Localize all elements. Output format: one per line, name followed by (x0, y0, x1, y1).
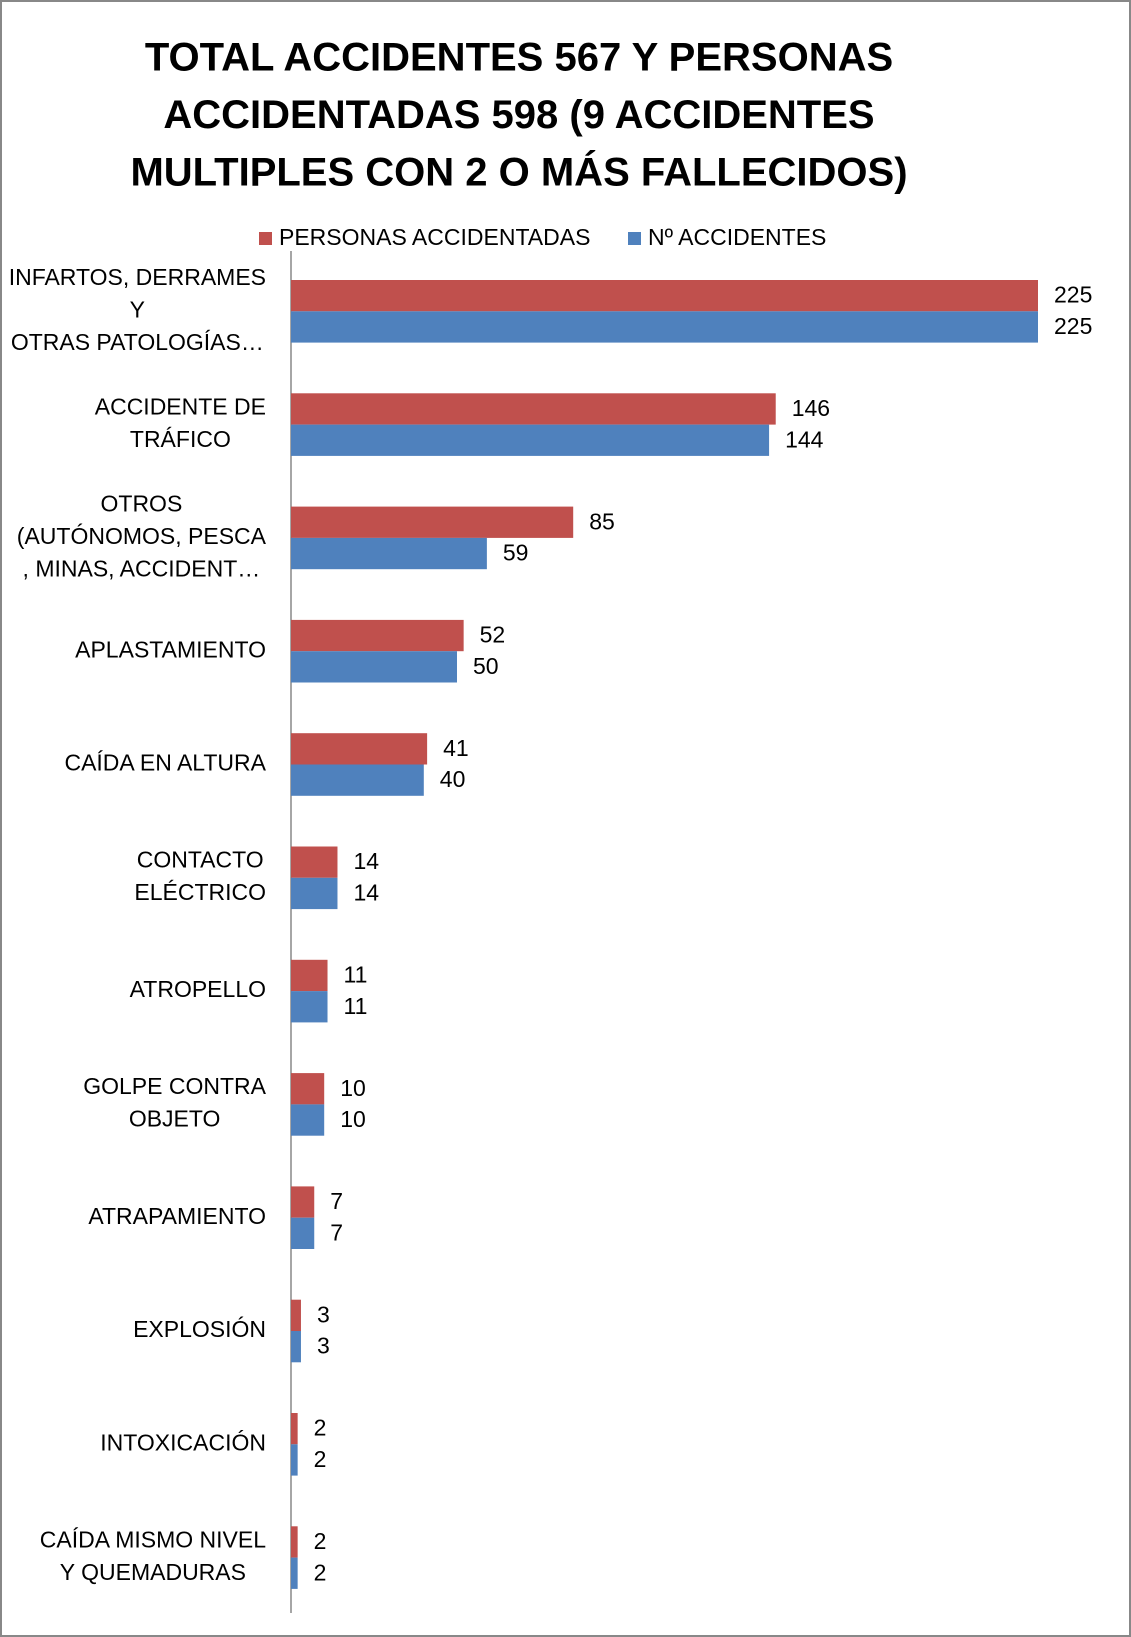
category-label: GOLPE CONTRA (83, 1073, 266, 1099)
bar (291, 1526, 298, 1558)
value-label: 3 (317, 1301, 330, 1327)
category-label: Y QUEMADURAS (60, 1559, 246, 1585)
legend-swatch (259, 232, 272, 245)
bar (291, 506, 574, 538)
category-label: ELÉCTRICO (134, 879, 266, 905)
legend-swatch (628, 232, 641, 245)
bar (291, 1413, 298, 1445)
bar (291, 619, 464, 652)
category-label: , MINAS, ACCIDENT… (23, 555, 261, 581)
bar (291, 764, 424, 796)
category-label: INTOXICACIÓN (100, 1429, 266, 1455)
value-label: 11 (344, 962, 368, 988)
bar (291, 959, 328, 992)
bar (291, 393, 776, 425)
legend-label: PERSONAS ACCIDENTADAS (279, 224, 590, 250)
category-label: APLASTAMIENTO (75, 636, 266, 662)
category-label: ATROPELLO (130, 976, 266, 1002)
bar (291, 651, 457, 683)
category-label: CAÍDA MISMO NIVEL (40, 1526, 266, 1552)
bar (291, 424, 770, 456)
bar (291, 1557, 298, 1589)
value-label: 7 (330, 1219, 343, 1245)
value-label: 85 (589, 508, 615, 534)
bar (291, 1186, 315, 1218)
bar (291, 1444, 298, 1476)
value-label: 41 (443, 735, 469, 761)
value-label: 225 (1054, 282, 1092, 308)
bar (291, 1073, 325, 1105)
value-label: 144 (785, 426, 824, 452)
chart-title: ACCIDENTADAS 598 (9 ACCIDENTES (163, 93, 874, 137)
category-label: ACCIDENTE DE (95, 393, 266, 419)
category-label: TRÁFICO (130, 426, 231, 452)
value-label: 2 (314, 1446, 327, 1472)
bar (291, 1217, 315, 1249)
chart-title: TOTAL ACCIDENTES 567 Y PERSONAS (145, 36, 893, 80)
value-label: 10 (340, 1106, 366, 1132)
category-label: OTRAS PATOLOGÍAS… (11, 329, 264, 355)
value-label: 7 (330, 1188, 343, 1214)
category-label: EXPLOSIÓN (133, 1316, 266, 1342)
bar (291, 733, 428, 765)
category-label: OBJETO (129, 1106, 221, 1132)
bar (291, 1104, 325, 1136)
bar (291, 280, 1038, 312)
value-label: 59 (503, 540, 529, 566)
category-label: Y (130, 296, 145, 322)
bar (291, 846, 338, 878)
bar (291, 1331, 301, 1363)
bar (291, 877, 338, 910)
chart-title: MULTIPLES CON 2 O MÁS FALLECIDOS) (130, 150, 907, 195)
value-label: 50 (473, 653, 499, 679)
value-label: 2 (314, 1528, 327, 1554)
category-label: CAÍDA EN ALTURA (64, 750, 266, 776)
bar (291, 537, 487, 570)
category-label: CONTACTO (137, 847, 264, 873)
value-label: 14 (353, 848, 379, 874)
category-label: (AUTÓNOMOS, PESCA (17, 523, 267, 549)
bar (291, 991, 328, 1023)
value-label: 2 (314, 1415, 327, 1441)
category-label: ATRAPAMIENTO (88, 1203, 266, 1229)
value-label: 11 (344, 993, 368, 1019)
category-label: INFARTOS, DERRAMES (9, 264, 266, 290)
value-label: 146 (792, 395, 830, 421)
category-label: OTROS (101, 490, 183, 516)
value-label: 10 (340, 1075, 366, 1101)
bar (291, 311, 1038, 343)
legend-label: Nº ACCIDENTES (648, 224, 826, 250)
bar (291, 1299, 301, 1331)
value-label: 3 (317, 1333, 330, 1359)
value-label: 2 (314, 1559, 327, 1585)
value-label: 40 (440, 766, 466, 792)
value-label: 52 (480, 622, 506, 648)
value-label: 225 (1054, 313, 1092, 339)
value-label: 14 (353, 880, 379, 906)
